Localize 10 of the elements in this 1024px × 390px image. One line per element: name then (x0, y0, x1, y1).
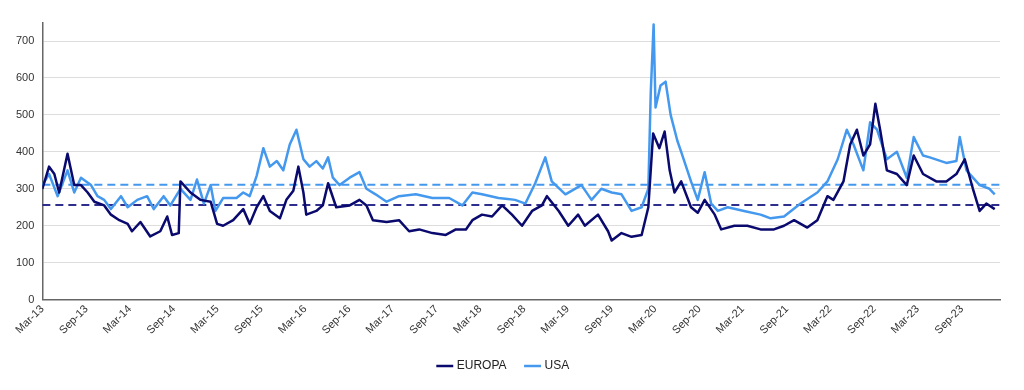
y-tick-label: 100 (15, 255, 35, 268)
y-tick-label: 500 (15, 107, 35, 120)
y-tick-label: 300 (15, 181, 35, 194)
y-tick-label: 600 (15, 71, 35, 84)
y-tick-label: 700 (15, 34, 35, 47)
y-tick-label: 200 (15, 218, 35, 231)
y-tick-label: 400 (15, 144, 35, 157)
y-tick-label: 0 (28, 292, 35, 305)
legend-label: EUROPA (456, 358, 507, 373)
legend-label: USA (544, 358, 570, 373)
